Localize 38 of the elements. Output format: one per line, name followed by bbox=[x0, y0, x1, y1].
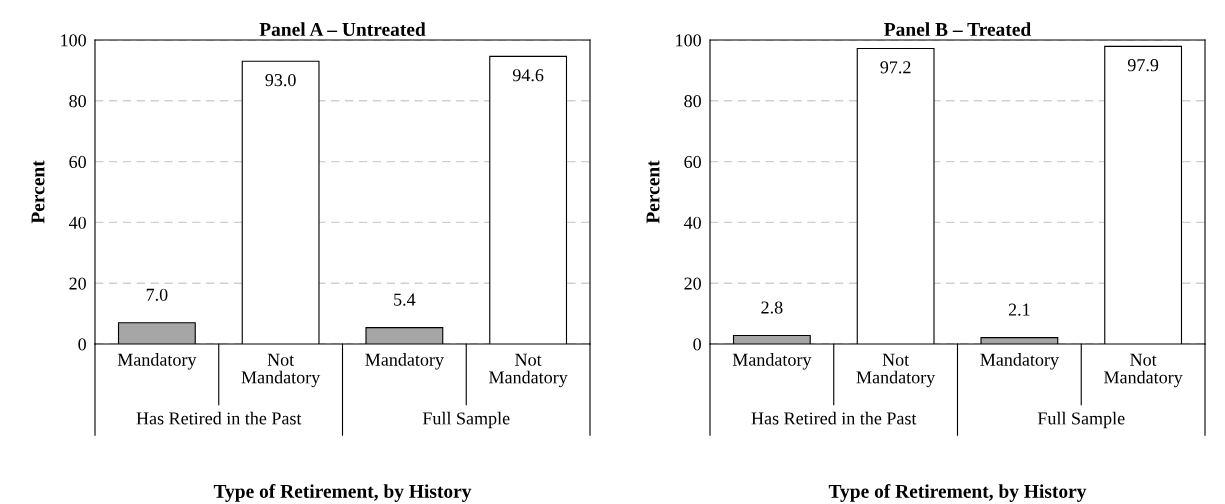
y-tick-label: 60 bbox=[69, 155, 86, 169]
y-tick-label: 20 bbox=[684, 277, 701, 290]
chart-title: Panel A – Untreated bbox=[259, 22, 426, 37]
data-label: 7.0 bbox=[146, 288, 168, 301]
y-tick-label: 80 bbox=[69, 95, 86, 108]
y-tick-label: 80 bbox=[684, 95, 701, 108]
text: Full Sample bbox=[1037, 411, 1125, 429]
text: Has Retired in the Past bbox=[751, 411, 917, 425]
data-label: 2.8 bbox=[761, 301, 783, 314]
data-label: 93.0 bbox=[265, 73, 296, 87]
y-axis-title: Percent bbox=[646, 160, 660, 224]
x-axis-title: Type of Retirement, by History bbox=[828, 484, 1087, 502]
data-label: 97.9 bbox=[1127, 59, 1159, 72]
x-tick-label: Not Mandatory bbox=[856, 353, 936, 388]
chart-title: Panel B – Treated bbox=[884, 22, 1032, 37]
y-tick-label: 20 bbox=[69, 277, 86, 290]
y-tick-label: 60 bbox=[684, 155, 701, 169]
data-label: 97.2 bbox=[880, 61, 911, 74]
x-axis-title: Type of Retirement, by History bbox=[213, 484, 472, 502]
y-tick-label: 40 bbox=[68, 216, 86, 229]
x-tick-label: Mandatory bbox=[732, 353, 812, 370]
text: Has Retired in the Past bbox=[136, 411, 302, 425]
x-tick-label: Not Mandatory bbox=[241, 353, 321, 388]
x-tick-label: Mandatory bbox=[980, 353, 1059, 370]
y-tick-label: 40 bbox=[683, 216, 701, 229]
y-tick-label: 100 bbox=[61, 34, 86, 47]
data-label: 94.6 bbox=[512, 69, 544, 82]
text: Full Sample bbox=[422, 411, 510, 429]
x-tick-label: Mandatory bbox=[117, 353, 197, 370]
x-tick-label: Mandatory bbox=[365, 353, 444, 370]
data-label: 5.4 bbox=[394, 293, 416, 306]
x-tick-label: Not Mandatory bbox=[1104, 353, 1183, 388]
y-axis-title: Percent bbox=[31, 160, 45, 224]
y-tick-label: 100 bbox=[676, 34, 701, 47]
data-label: 2.1 bbox=[1008, 303, 1030, 316]
x-tick-label: Not Mandatory bbox=[489, 353, 568, 388]
y-tick-label: 0 bbox=[78, 338, 86, 351]
y-tick-label: 0 bbox=[693, 338, 701, 351]
